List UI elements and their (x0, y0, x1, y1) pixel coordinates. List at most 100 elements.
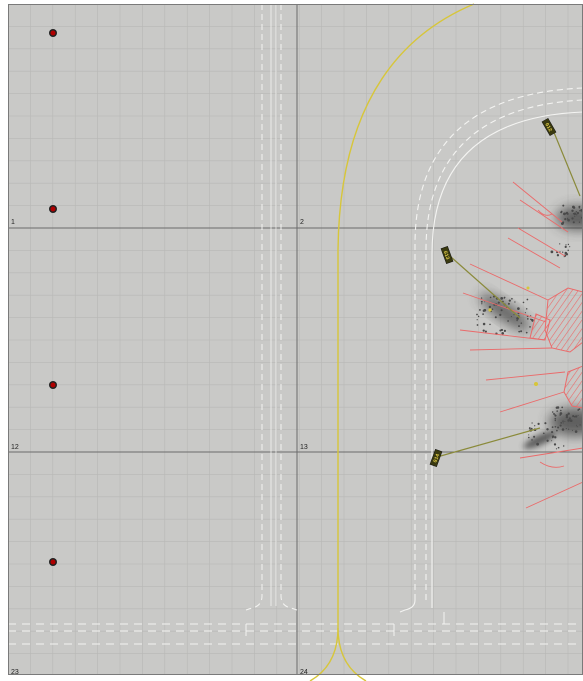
equipment-dot (482, 313, 484, 315)
gate-tag-g12[interactable]: G12 (541, 117, 557, 137)
equipment-dot (551, 440, 553, 442)
equipment-dot (572, 213, 575, 215)
equipment-dot (531, 320, 534, 322)
equipment-dot (578, 205, 581, 208)
equipment-dot (574, 215, 576, 217)
marker-point-1[interactable] (49, 29, 57, 37)
equipment-dot (501, 332, 505, 335)
equipment-dot (569, 419, 573, 423)
gate-tag-label: G13 (442, 250, 451, 261)
equipment-dot (567, 218, 570, 222)
equipment-dot (526, 298, 529, 301)
equipment-dot (578, 221, 581, 223)
equipment-dot (478, 308, 481, 311)
equipment-dot (546, 439, 549, 442)
equipment-dot (555, 415, 557, 417)
equipment-dot (560, 422, 563, 424)
marker-point-4[interactable] (49, 558, 57, 566)
taxiway-centerline (309, 3, 475, 681)
equipment-dot (554, 436, 557, 439)
gate-tag-box (440, 245, 454, 265)
equipment-dot (530, 318, 532, 321)
gate-tag-g14[interactable]: G14 (429, 448, 443, 468)
equipment-dot (565, 244, 567, 246)
equipment-dot (569, 246, 571, 248)
cell-label-1: 1 (11, 219, 15, 226)
equipment-dot (565, 414, 569, 417)
equipment-dot (499, 313, 502, 317)
equipment-dot (561, 428, 565, 431)
equipment-dot (529, 326, 531, 328)
equipment-dot (481, 303, 483, 305)
equipment-dot (476, 319, 478, 321)
stand-hatch-areas (529, 287, 583, 409)
equipment-dot (553, 412, 555, 415)
equipment-dot (530, 315, 532, 317)
equipment-dot (576, 426, 578, 428)
equipment-dot (500, 297, 504, 300)
gate-tags: G12 G13 G14 (429, 117, 557, 468)
equipment-dot (556, 429, 558, 432)
equipment-dot (575, 211, 577, 213)
equipment-dot (576, 211, 580, 215)
equipment-dot (578, 408, 581, 410)
equipment-dot (572, 206, 576, 209)
equipment-dot (476, 313, 478, 316)
gate-tag-label: G14 (432, 453, 441, 464)
equipment-dot (579, 424, 581, 426)
equipment-dot (516, 317, 519, 320)
equipment-dot (568, 428, 570, 430)
equipment-dot (576, 214, 578, 216)
grid-cell-labels: 1 2 12 13 23 24 (11, 219, 308, 676)
equipment-dot (525, 331, 528, 334)
equipment-dot (517, 307, 520, 310)
marker-point-3[interactable] (49, 381, 57, 389)
equipment-dot (510, 316, 512, 318)
equipment-dot (554, 417, 557, 420)
equipment-dot (560, 211, 563, 214)
equipment-dot (555, 448, 558, 450)
equipment-dot (571, 429, 574, 431)
equipment-dot (494, 316, 497, 319)
equipment-dot (559, 243, 561, 245)
stand-guide-lines (459, 181, 583, 509)
equipment-dot (574, 430, 578, 433)
marker-point-2[interactable] (49, 205, 57, 213)
gate-tag-label: G12 (543, 122, 553, 133)
equipment-dot (563, 212, 566, 216)
equipment-dot (566, 217, 569, 220)
equipment-dot (562, 222, 564, 225)
equipment-dot (544, 422, 547, 425)
equipment-dot (550, 250, 554, 254)
gate-tag-g13[interactable]: G13 (440, 245, 454, 265)
equipment-dot (491, 308, 494, 310)
gate-tag-box (429, 448, 443, 468)
gate-tag-box (541, 117, 557, 137)
equipment-dot (551, 431, 554, 434)
equipment-dot (483, 308, 487, 312)
equipment-dot (536, 442, 539, 446)
equipment-dot (528, 436, 530, 439)
equipment-dot (534, 425, 536, 427)
equipment-dot (531, 422, 533, 424)
small-markers (488, 286, 538, 386)
stand-area-g14[interactable] (563, 365, 583, 409)
equipment-dot (562, 445, 565, 447)
equipment-dot (524, 312, 526, 314)
equipment-dot (557, 446, 560, 449)
equipment-dot (555, 406, 558, 409)
equipment-dot (482, 329, 485, 332)
equipment-dot (567, 243, 570, 246)
equipment-dot (554, 415, 556, 417)
cell-label-13: 13 (300, 444, 308, 451)
equipment-dot (554, 425, 557, 428)
equipment-dot (560, 409, 562, 412)
equipment-dot (511, 297, 513, 300)
equipment-dot (575, 424, 578, 426)
equipment-dot (542, 432, 545, 435)
equipment-dot (563, 256, 565, 258)
equipment-dot (484, 301, 486, 303)
equipment-dot (575, 415, 578, 418)
